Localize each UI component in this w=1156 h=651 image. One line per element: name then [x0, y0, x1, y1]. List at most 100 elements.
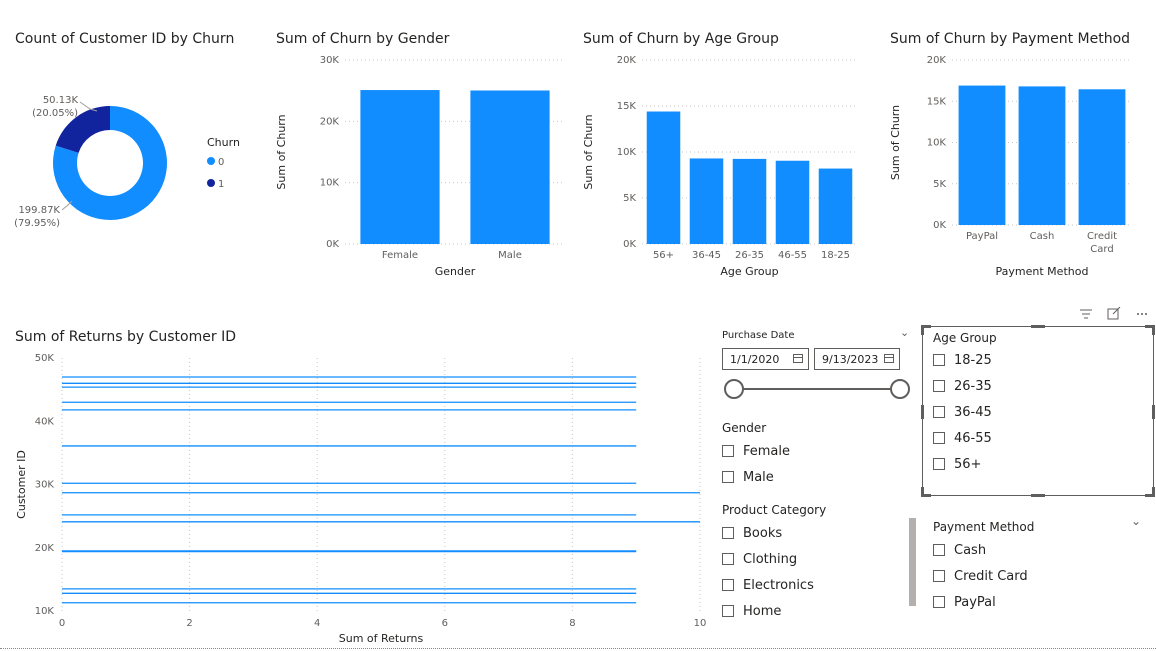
payment-slicer-list: Cash Credit Card PayPal: [933, 537, 1028, 615]
slicer-item-label: Male: [743, 469, 774, 485]
slicer-item-46-55[interactable]: 46-55: [933, 425, 992, 451]
slicer-item-paypal[interactable]: PayPal: [933, 589, 1028, 615]
end-date-input[interactable]: 9/13/2023: [814, 348, 900, 370]
x-tick-label: 8: [569, 618, 575, 629]
checkbox[interactable]: [933, 354, 945, 366]
slicer-item-male[interactable]: Male: [722, 464, 790, 490]
calendar-icon[interactable]: [884, 354, 894, 363]
checkbox[interactable]: [722, 579, 734, 591]
y-tick-label: 30K: [320, 55, 340, 66]
calendar-icon[interactable]: [793, 354, 803, 363]
age-bar-chart[interactable]: 0K 5K 10K 15K 20K 56+ 36-45 26-35 46-55 18-25 Age …: [575, 50, 875, 285]
slicer-item-books[interactable]: Books: [722, 520, 814, 546]
visual-header: [1078, 306, 1150, 325]
x-tick-label: Male: [498, 250, 522, 261]
bar: [360, 90, 440, 244]
y-axis-title: Sum of Churn: [889, 105, 902, 180]
resize-handle[interactable]: [1152, 487, 1155, 497]
checkbox[interactable]: [722, 527, 734, 539]
resize-handle[interactable]: [921, 405, 924, 419]
more-options-icon[interactable]: [1137, 313, 1147, 315]
scrollbar[interactable]: [909, 518, 916, 606]
slicer-item-label: Home: [743, 603, 782, 619]
page-boundary: [0, 648, 1156, 649]
checkbox[interactable]: [933, 432, 945, 444]
slicer-item-female[interactable]: Female: [722, 438, 790, 464]
checkbox[interactable]: [933, 596, 945, 608]
checkbox[interactable]: [722, 553, 734, 565]
chevron-down-icon[interactable]: ⌄: [900, 326, 910, 339]
slicer-item-electronics[interactable]: Electronics: [722, 572, 814, 598]
checkbox[interactable]: [933, 380, 945, 392]
checkbox[interactable]: [933, 570, 945, 582]
resize-handle[interactable]: [1145, 325, 1155, 328]
slicer-item-clothing[interactable]: Clothing: [722, 546, 814, 572]
bar: [775, 160, 810, 244]
donut-slice: [52, 106, 167, 220]
date-range-start-handle[interactable]: [724, 379, 744, 399]
y-tick-label: 20K: [35, 543, 55, 554]
resize-handle[interactable]: [1031, 325, 1045, 328]
resize-handle[interactable]: [1152, 325, 1155, 335]
x-tick-label: 56+: [653, 250, 674, 261]
slicer-item-credit-card[interactable]: Credit Card: [933, 563, 1028, 589]
chevron-down-icon[interactable]: ⌄: [1131, 514, 1142, 528]
resize-handle[interactable]: [921, 325, 924, 335]
y-tick-label: 5K: [623, 193, 636, 204]
y-tick-label: 50K: [35, 353, 55, 364]
checkbox[interactable]: [722, 445, 734, 457]
age-chart-title: Sum of Churn by Age Group: [583, 31, 779, 47]
resize-handle[interactable]: [921, 494, 931, 497]
slicer-item-18-25[interactable]: 18-25: [933, 347, 992, 373]
slicer-item-label: 56+: [954, 456, 982, 472]
filter-icon[interactable]: [1080, 309, 1092, 319]
resize-handle[interactable]: [1152, 405, 1155, 419]
slicer-item-label: 18-25: [954, 352, 992, 368]
bar: [732, 158, 767, 244]
donut-data-label: 50.13K: [43, 95, 79, 106]
date-slicer-title: Purchase Date: [722, 330, 795, 341]
legend-title: Churn: [207, 136, 240, 149]
bar: [1018, 86, 1066, 226]
checkbox[interactable]: [722, 471, 734, 483]
y-tick-label: 20K: [320, 116, 340, 127]
slicer-item-label: Books: [743, 525, 783, 541]
donut-slice: [55, 106, 110, 153]
y-tick-label: 5K: [933, 179, 946, 190]
checkbox[interactable]: [722, 605, 734, 617]
x-tick-label: 26-35: [735, 250, 764, 261]
y-tick-label: 30K: [35, 480, 55, 491]
donut-data-label: (79.95%): [14, 218, 60, 229]
date-range-end-handle[interactable]: [890, 379, 910, 399]
y-tick-label: 20K: [927, 55, 947, 66]
y-tick-label: 10K: [35, 606, 55, 617]
checkbox[interactable]: [933, 544, 945, 556]
slicer-item-home[interactable]: Home: [722, 598, 814, 624]
donut-data-label: 199.87K: [18, 205, 60, 216]
y-tick-label: 40K: [35, 416, 55, 427]
gender-bar-chart[interactable]: 0K 10K 20K 30K Female Male Gender Sum of Churn: [270, 50, 570, 285]
x-tick-label: 6: [442, 618, 448, 629]
donut-chart-title: Count of Customer ID by Churn: [15, 31, 235, 47]
date-range-track[interactable]: [735, 388, 901, 390]
donut-chart[interactable]: 50.13K (20.05%) 199.87K (79.95%) Churn 0 1: [0, 55, 270, 255]
checkbox[interactable]: [933, 406, 945, 418]
resize-handle[interactable]: [1031, 494, 1045, 497]
resize-handle[interactable]: [921, 487, 924, 497]
slicer-item-36-45[interactable]: 36-45: [933, 399, 992, 425]
x-tick-label: 2: [186, 618, 192, 629]
age-slicer-frame[interactable]: [921, 325, 1155, 497]
bar: [958, 85, 1006, 225]
age-slicer-title: Age Group: [933, 331, 997, 345]
slicer-item-label: PayPal: [954, 594, 996, 610]
resize-handle[interactable]: [921, 325, 931, 328]
resize-handle[interactable]: [1145, 494, 1155, 497]
returns-bar-chart[interactable]: 10K 20K 30K 40K 50K 0 2 4 6 8 10 Sum of Returns Cust…: [0, 345, 712, 651]
checkbox[interactable]: [933, 458, 945, 470]
slicer-item-26-35[interactable]: 26-35: [933, 373, 992, 399]
slicer-item-cash[interactable]: Cash: [933, 537, 1028, 563]
payment-bar-chart[interactable]: 0K 5K 10K 15K 20K PayPal Cash Credit CardPayment…: [880, 50, 1156, 285]
slicer-item-56-plus[interactable]: 56+: [933, 451, 992, 477]
focus-mode-icon[interactable]: [1107, 306, 1121, 320]
start-date-input[interactable]: 1/1/2020: [722, 348, 809, 370]
